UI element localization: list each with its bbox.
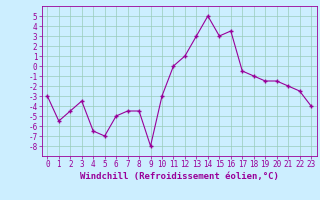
X-axis label: Windchill (Refroidissement éolien,°C): Windchill (Refroidissement éolien,°C) (80, 172, 279, 181)
